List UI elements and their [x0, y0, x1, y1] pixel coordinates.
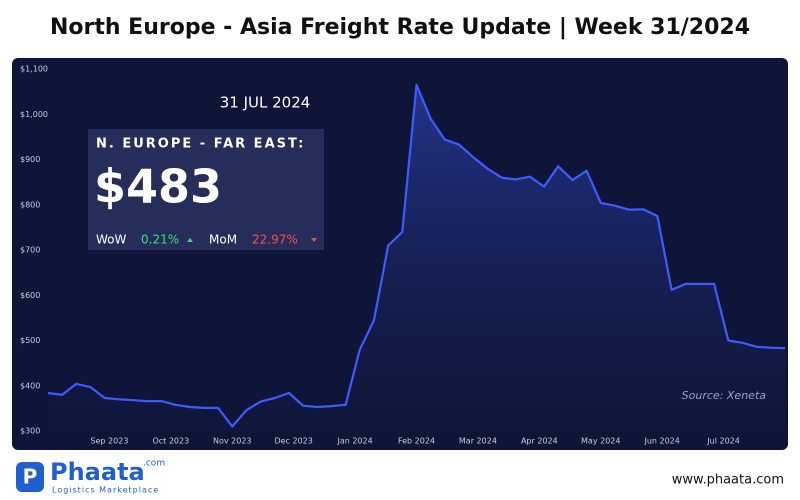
y-tick-label: $300 [20, 427, 40, 436]
y-tick-label: $800 [20, 200, 40, 209]
logo-icon [16, 462, 44, 492]
line-series [47, 83, 786, 428]
x-tick-label: Oct 2023 [152, 437, 189, 446]
down-arrow [311, 238, 317, 242]
wow-label: WoW [96, 233, 127, 247]
y-tick-label: $1,000 [20, 110, 48, 119]
y-tick-label: $500 [20, 336, 40, 345]
brand-suffix: .com [143, 459, 165, 469]
logo-letter: P [23, 465, 38, 489]
y-tick-label: $600 [20, 291, 40, 300]
website: www.phaata.com [672, 473, 784, 488]
x-tick-label: Nov 2023 [213, 437, 252, 446]
wow-value: 0.21% [141, 233, 179, 247]
brand-name: Phaata [50, 458, 145, 486]
info-box [88, 129, 324, 250]
info-route: N. EUROPE - FAR EAST: [96, 137, 305, 152]
x-tick-label: Feb 2024 [398, 437, 435, 446]
info-date: 31 JUL 2024 [220, 94, 311, 112]
mom-label: MoM [209, 233, 237, 247]
plot-area: $300 $400 $500 $600 $700 $800 $900 $1,000 $1,100… [20, 65, 786, 446]
up-arrow [187, 238, 193, 242]
x-tick-label: Apr 2024 [521, 437, 558, 446]
x-tick-label: Jan 2024 [336, 437, 372, 446]
line-area [48, 84, 785, 432]
x-tick-label: Dec 2023 [274, 437, 312, 446]
mom-value: 22.97% [252, 233, 298, 247]
y-tick-label: $1,100 [20, 65, 48, 74]
x-tick-label: May 2024 [581, 437, 620, 446]
info-rate: $483 [94, 160, 222, 214]
x-tick-label: Mar 2024 [459, 437, 497, 446]
x-tick-label: Jul 2024 [706, 437, 740, 446]
y-tick-label: $900 [20, 155, 40, 164]
x-tick-label: Sep 2023 [90, 437, 128, 446]
source-note: Source: Xeneta [682, 389, 767, 402]
brand-tagline: Logistics Marketplace [52, 486, 159, 495]
y-tick-label: $400 [20, 381, 40, 390]
x-tick-label: Jun 2024 [643, 437, 679, 446]
y-tick-label: $700 [20, 246, 40, 255]
chart-title: North Europe - Asia Freight Rate Update … [50, 15, 750, 40]
